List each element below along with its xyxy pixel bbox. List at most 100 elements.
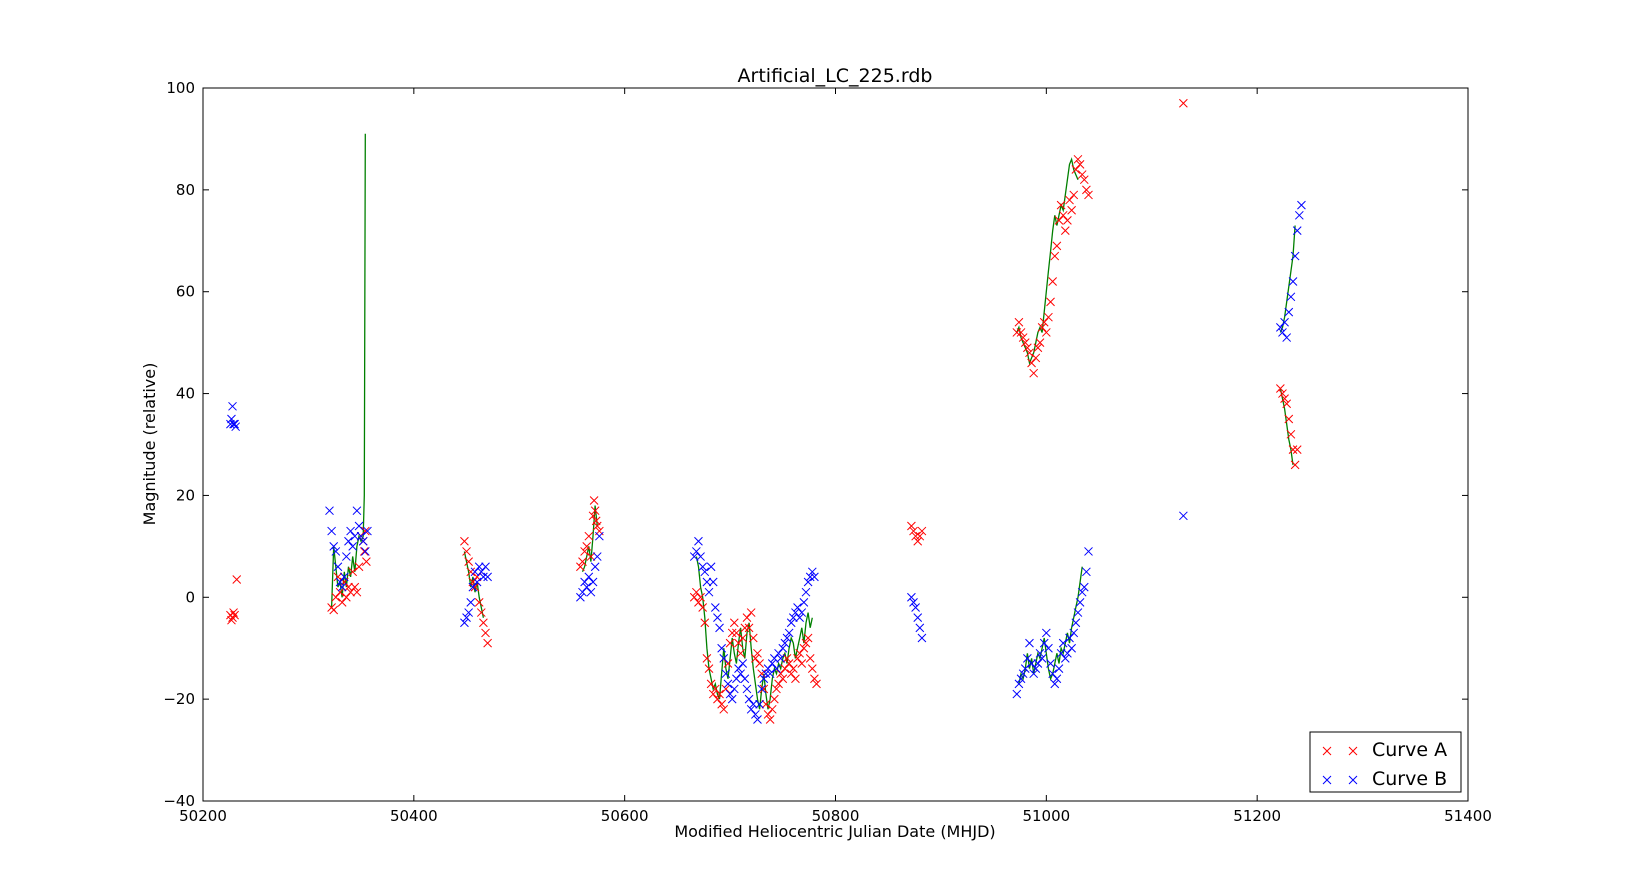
point-curve-b-37: [576, 592, 585, 602]
y-axis-label: Magnitude (relative): [140, 363, 159, 526]
point-curve-a-104: [805, 654, 815, 663]
point-curve-b-95: [791, 608, 800, 617]
point-curve-a-94: [784, 659, 794, 668]
point-curve-b-48: [691, 547, 701, 556]
point-curve-a-136: [1058, 210, 1068, 220]
point-curve-b-86: [772, 664, 781, 673]
point-curve-b-5: [231, 422, 241, 432]
point-curve-a-57: [706, 679, 716, 689]
point-curve-a-156: [1288, 445, 1298, 454]
point-curve-a-1: [227, 615, 236, 625]
point-curve-b-82: [763, 664, 773, 673]
point-curve-a-151: [1278, 389, 1287, 398]
point-curve-b-71: [740, 674, 750, 684]
point-curve-b-15: [344, 536, 353, 546]
point-curve-a-24: [362, 557, 371, 566]
point-curve-a-134: [1054, 216, 1064, 225]
point-curve-a-147: [1082, 185, 1091, 195]
point-curve-b-32: [474, 562, 484, 572]
point-curve-b-99: [799, 598, 809, 607]
point-curve-b-57: [710, 603, 720, 612]
point-curve-b-131: [1054, 664, 1064, 673]
point-curve-b-153: [1288, 277, 1298, 286]
point-curve-a-64: [721, 684, 731, 694]
point-curve-b-104: [810, 572, 819, 582]
point-curve-a-110: [911, 531, 920, 541]
point-curve-a-131: [1048, 277, 1058, 286]
point-curve-b-64: [725, 689, 735, 699]
point-curve-b-91: [782, 633, 792, 643]
point-curve-b-143: [1079, 582, 1089, 592]
point-curve-a-128: [1041, 328, 1051, 337]
point-curve-b-146: [1179, 511, 1188, 521]
point-curve-b-21: [356, 531, 366, 541]
point-curve-b-24: [363, 526, 372, 536]
point-curve-b-132: [1056, 648, 1066, 658]
point-curve-b-17: [348, 542, 358, 551]
point-curve-a-148: [1084, 190, 1093, 200]
point-curve-a-117: [1018, 333, 1028, 342]
connector-line-0: [330, 133, 366, 608]
point-curve-a-87: [770, 694, 779, 704]
point-curve-a-96: [788, 664, 798, 673]
point-curve-a-26: [462, 547, 471, 556]
point-curve-b-119: [1029, 669, 1039, 679]
point-curve-a-140: [1067, 205, 1076, 215]
point-curve-b-79: [757, 684, 767, 694]
point-curve-b-10: [333, 562, 343, 572]
point-curve-a-62: [717, 699, 727, 709]
legend-marker-curve-a: [1348, 746, 1358, 756]
point-curve-b-18: [350, 531, 360, 541]
point-curve-b-127: [1046, 659, 1055, 668]
point-curve-b-109: [915, 623, 925, 633]
point-curve-a-135: [1056, 200, 1066, 210]
point-curve-a-133: [1052, 241, 1062, 251]
point-curve-b-150: [1282, 333, 1292, 342]
y-tick-label: 100: [166, 79, 195, 97]
point-curve-a-52: [696, 592, 705, 602]
point-curve-b-90: [780, 638, 790, 648]
point-curve-b-73: [744, 694, 754, 704]
point-curve-b-67: [732, 674, 741, 684]
point-curve-a-80: [755, 659, 764, 668]
point-curve-a-113: [917, 526, 927, 536]
point-curve-a-118: [1020, 338, 1030, 347]
point-curve-a-92: [780, 664, 790, 673]
point-curve-b-1: [227, 414, 236, 424]
connector-line-2: [581, 505, 598, 573]
point-curve-a-32: [474, 598, 484, 607]
point-curve-a-41: [584, 531, 594, 541]
point-curve-a-90: [776, 669, 786, 679]
point-curve-a-91: [778, 674, 788, 684]
point-curve-a-45: [590, 506, 600, 516]
point-curve-b-23: [360, 547, 370, 556]
point-curve-b-61: [719, 654, 729, 663]
point-curve-b-102: [805, 572, 815, 582]
point-curve-a-37: [576, 562, 585, 572]
point-curve-b-76: [751, 710, 760, 719]
point-curve-b-157: [1297, 200, 1306, 210]
y-tick-label: 60: [176, 283, 195, 301]
point-curve-a-101: [799, 643, 809, 653]
point-curve-b-125: [1041, 628, 1051, 638]
point-curve-a-89: [774, 679, 783, 689]
point-curve-b-121: [1033, 659, 1043, 668]
point-curve-b-137: [1067, 643, 1076, 653]
connector-line-4: [1018, 566, 1083, 685]
point-curve-b-112: [1014, 679, 1024, 689]
point-curve-a-129: [1044, 312, 1053, 322]
point-curve-b-155: [1292, 226, 1302, 235]
point-curve-a-158: [1292, 445, 1302, 454]
point-curve-a-67: [727, 628, 737, 638]
point-curve-b-42: [586, 587, 596, 597]
point-curve-b-124: [1039, 638, 1049, 648]
point-curve-a-106: [810, 674, 819, 684]
point-curve-a-84: [763, 710, 773, 719]
point-curve-a-130: [1046, 297, 1055, 307]
point-curve-b-13: [339, 572, 349, 582]
point-curve-b-135: [1063, 648, 1072, 658]
point-curve-a-53: [698, 603, 708, 612]
point-curve-b-59: [715, 623, 724, 633]
point-curve-a-143: [1073, 154, 1083, 164]
